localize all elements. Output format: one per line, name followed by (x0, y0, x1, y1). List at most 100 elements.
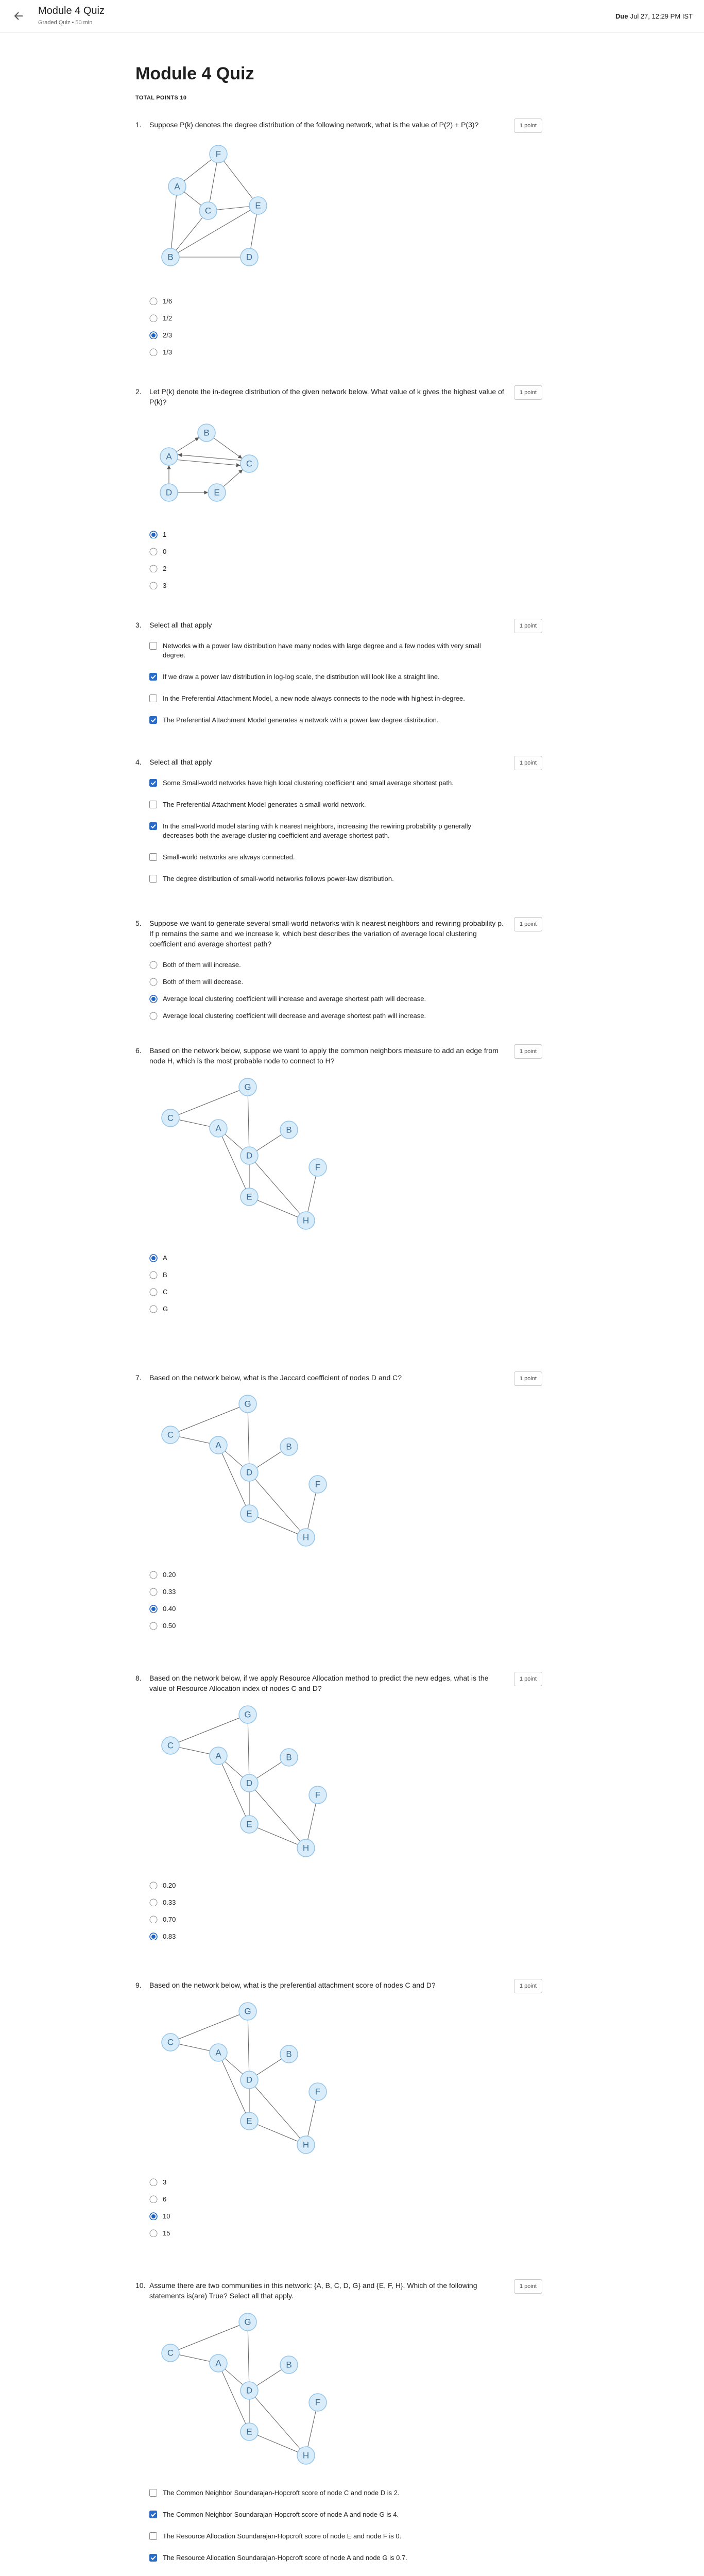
radio-control[interactable] (149, 564, 158, 572)
radio-option[interactable]: 0.40 (149, 1604, 503, 1614)
radio-control[interactable] (149, 530, 158, 538)
radio-dot (151, 1607, 156, 1611)
radio-control[interactable] (149, 1570, 158, 1579)
radio-control[interactable] (149, 2195, 158, 2203)
option-text: 0 (163, 548, 167, 555)
radio-control[interactable] (149, 331, 158, 339)
checkbox-control[interactable] (149, 874, 158, 883)
radio-control[interactable] (149, 1287, 158, 1296)
checkbox-option[interactable]: In the small-world model starting with k… (149, 822, 503, 840)
checkbox-control[interactable] (149, 641, 158, 650)
graph-node (297, 2446, 315, 2465)
radio-control[interactable] (149, 1304, 158, 1313)
radio-option[interactable]: 0.70 (149, 1915, 503, 1924)
radio-control[interactable] (149, 1932, 158, 1940)
checkbox-control[interactable] (149, 822, 158, 830)
radio-option[interactable]: B (149, 1270, 503, 1280)
radio-control[interactable] (149, 2212, 158, 2220)
checkbox-option[interactable]: Small-world networks are always connecte… (149, 853, 503, 862)
radio-option[interactable]: 0.83 (149, 1932, 503, 1941)
checkbox-control[interactable] (149, 672, 158, 681)
radio-option[interactable]: 0.20 (149, 1881, 503, 1890)
checkbox-control[interactable] (149, 853, 158, 861)
checkbox-control[interactable] (149, 2553, 158, 2562)
checkbox-control[interactable] (149, 800, 158, 808)
back-button[interactable] (11, 8, 27, 24)
node-label: H (303, 2140, 309, 2150)
graph-node (297, 2136, 315, 2154)
checkbox-control[interactable] (149, 716, 158, 724)
radio-control[interactable] (149, 1898, 158, 1906)
checkbox-option[interactable]: Some Small-world networks have high loca… (149, 778, 503, 788)
checkbox-option[interactable]: The Preferential Attachment Model genera… (149, 800, 503, 809)
checkbox-control[interactable] (149, 2488, 158, 2497)
checkbox-option[interactable]: In the Preferential Attachment Model, a … (149, 694, 503, 703)
checkbox-control[interactable] (149, 2532, 158, 2540)
radio-option[interactable]: 15 (149, 2229, 503, 2238)
radio-option[interactable]: Both of them will decrease. (149, 977, 503, 987)
question-number: 8. (135, 1674, 142, 1682)
radio-control[interactable] (149, 1270, 158, 1279)
radio-option[interactable]: Both of them will increase. (149, 960, 503, 970)
total-points: TOTAL POINTS 10 (135, 95, 187, 101)
checkbox-option[interactable]: The degree distribution of small-world n… (149, 874, 503, 884)
radio-option[interactable]: 1/6 (149, 297, 503, 306)
radio-option[interactable]: Average local clustering coefficient wil… (149, 994, 503, 1004)
node-label: C (167, 1113, 174, 1123)
radio-control[interactable] (149, 348, 158, 356)
radio-option[interactable]: G (149, 1304, 503, 1314)
checkbox-control[interactable] (149, 694, 158, 702)
radio-control[interactable] (149, 1253, 158, 1262)
radio-control[interactable] (149, 1621, 158, 1630)
question-text: Select all that apply (149, 758, 212, 766)
checkbox-option[interactable]: The Common Neighbor Soundarajan-Hopcroft… (149, 2510, 503, 2519)
radio-option[interactable]: 2/3 (149, 331, 503, 340)
radio-control[interactable] (149, 994, 158, 1003)
radio-option[interactable]: 1/2 (149, 314, 503, 323)
option-text: Networks with a power law distribution h… (163, 642, 481, 659)
radio-option[interactable]: 1 (149, 530, 503, 539)
radio-option[interactable]: 2 (149, 564, 503, 573)
radio-option[interactable]: 1/3 (149, 348, 503, 357)
radio-control[interactable] (149, 1881, 158, 1889)
radio-control[interactable] (149, 1604, 158, 1613)
radio-control[interactable] (149, 1587, 158, 1596)
radio-option[interactable]: 3 (149, 581, 503, 590)
graph-node (238, 1705, 257, 1724)
options: 0.20 0.33 0.70 0.83 (149, 1881, 542, 1941)
radio-control[interactable] (149, 977, 158, 986)
checkbox-control[interactable] (149, 778, 158, 787)
radio-option[interactable]: 0.20 (149, 1570, 503, 1580)
radio-control[interactable] (149, 314, 158, 322)
radio-control[interactable] (149, 581, 158, 589)
graph-node (209, 1119, 228, 1138)
radio-control[interactable] (149, 547, 158, 555)
radio-option[interactable]: 0.33 (149, 1898, 503, 1907)
radio-option[interactable]: 0.50 (149, 1621, 503, 1631)
checkbox-control[interactable] (149, 2510, 158, 2518)
checkbox-option[interactable]: Networks with a power law distribution h… (149, 641, 503, 660)
checkbox-option[interactable]: The Preferential Attachment Model genera… (149, 716, 503, 725)
radio-option[interactable]: C (149, 1287, 503, 1297)
radio-control[interactable] (149, 1011, 158, 1020)
radio-option[interactable]: Average local clustering coefficient wil… (149, 1011, 503, 1021)
option-text: In the small-world model starting with k… (163, 822, 472, 839)
radio-option[interactable]: 6 (149, 2195, 503, 2204)
checkbox-option[interactable]: The Resource Allocation Soundarajan-Hopc… (149, 2553, 503, 2563)
radio-option[interactable]: 3 (149, 2178, 503, 2187)
radio-option[interactable]: 0.33 (149, 1587, 503, 1597)
checkbox-option[interactable]: The Common Neighbor Soundarajan-Hopcroft… (149, 2488, 503, 2498)
radio-option[interactable]: 0 (149, 547, 503, 556)
radio-control[interactable] (149, 2178, 158, 2186)
option-text: 0.33 (163, 1899, 176, 1906)
radio-control[interactable] (149, 1915, 158, 1923)
radio-option[interactable]: A (149, 1253, 503, 1263)
radio-control[interactable] (149, 2229, 158, 2237)
graph-node (238, 2313, 257, 2331)
network-graph: G C A B D F E H (161, 2313, 327, 2465)
radio-control[interactable] (149, 297, 158, 305)
radio-option[interactable]: 10 (149, 2212, 503, 2221)
radio-control[interactable] (149, 960, 158, 969)
checkbox-option[interactable]: The Resource Allocation Soundarajan-Hopc… (149, 2532, 503, 2541)
checkbox-option[interactable]: If we draw a power law distribution in l… (149, 672, 503, 682)
